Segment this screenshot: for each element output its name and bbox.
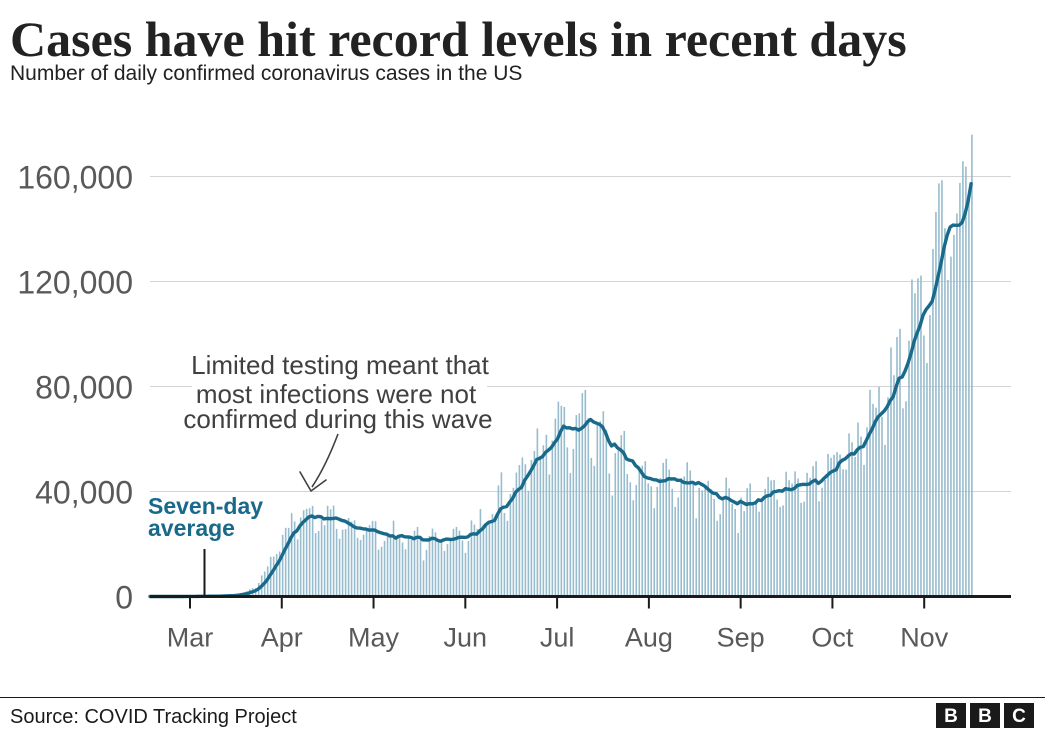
svg-text:Mar: Mar (167, 623, 214, 653)
svg-text:Jul: Jul (540, 623, 575, 653)
svg-text:May: May (348, 623, 400, 653)
svg-text:Sep: Sep (717, 623, 765, 653)
svg-text:80,000: 80,000 (35, 370, 133, 406)
svg-text:Limited testing meant that: Limited testing meant that (191, 350, 489, 380)
svg-text:Oct: Oct (811, 623, 854, 653)
svg-text:120,000: 120,000 (17, 265, 133, 301)
svg-text:average: average (148, 515, 235, 541)
svg-text:Aug: Aug (625, 623, 673, 653)
svg-text:confirmed during this wave: confirmed during this wave (183, 404, 492, 434)
svg-text:Jun: Jun (444, 623, 488, 653)
svg-text:Nov: Nov (900, 623, 949, 653)
svg-text:40,000: 40,000 (35, 475, 133, 511)
svg-text:B: B (978, 706, 992, 727)
svg-text:Apr: Apr (261, 623, 303, 653)
svg-text:B: B (944, 706, 958, 727)
svg-text:160,000: 160,000 (17, 160, 133, 196)
svg-text:0: 0 (115, 580, 133, 616)
svg-text:C: C (1012, 706, 1026, 727)
